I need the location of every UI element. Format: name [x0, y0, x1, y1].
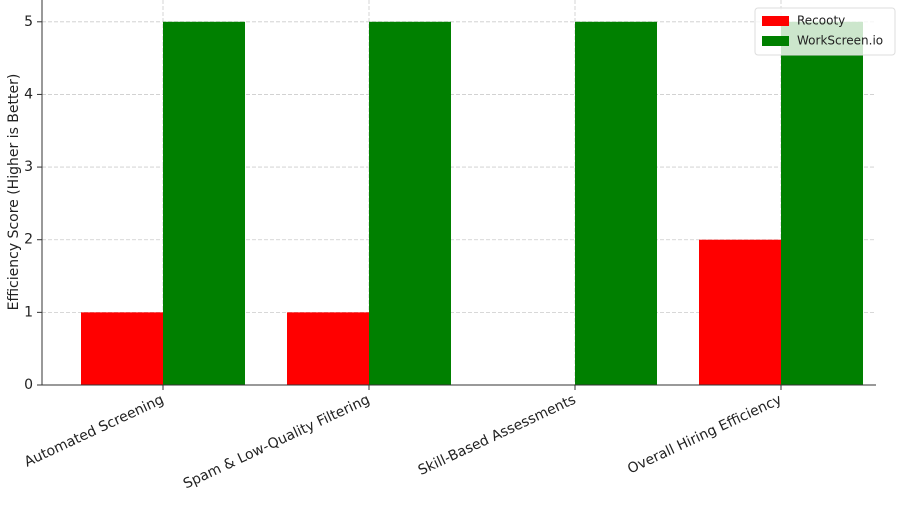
y-tick-label: 1	[24, 304, 33, 320]
y-axis-label: Efficiency Score (Higher is Better)	[6, 74, 22, 311]
y-tick-label: 4	[24, 86, 33, 102]
x-tick-label: Spam & Low-Quality Filtering	[181, 392, 372, 493]
bar	[575, 21, 657, 386]
y-tick-label: 3	[24, 159, 33, 175]
y-tick-label: 0	[24, 377, 33, 393]
legend-label: WorkScreen.io	[797, 34, 883, 48]
bar	[369, 21, 451, 386]
bar	[781, 21, 863, 386]
legend-swatch	[762, 36, 789, 46]
legend-swatch	[762, 16, 789, 26]
y-tick-label: 2	[24, 232, 33, 248]
x-tick-label: Overall Hiring Efficiency	[625, 392, 784, 478]
bar	[163, 21, 245, 386]
legend: Recooty WorkScreen.io	[754, 7, 896, 56]
y-tick-label: 5	[24, 14, 33, 30]
x-tick-label: Automated Screening	[22, 392, 166, 471]
bar	[81, 312, 163, 385]
bar	[699, 239, 781, 385]
bar	[287, 312, 369, 385]
x-tick-label: Skill-Based Assessments	[416, 392, 579, 479]
legend-box	[754, 7, 896, 56]
legend-label: Recooty	[797, 14, 845, 28]
